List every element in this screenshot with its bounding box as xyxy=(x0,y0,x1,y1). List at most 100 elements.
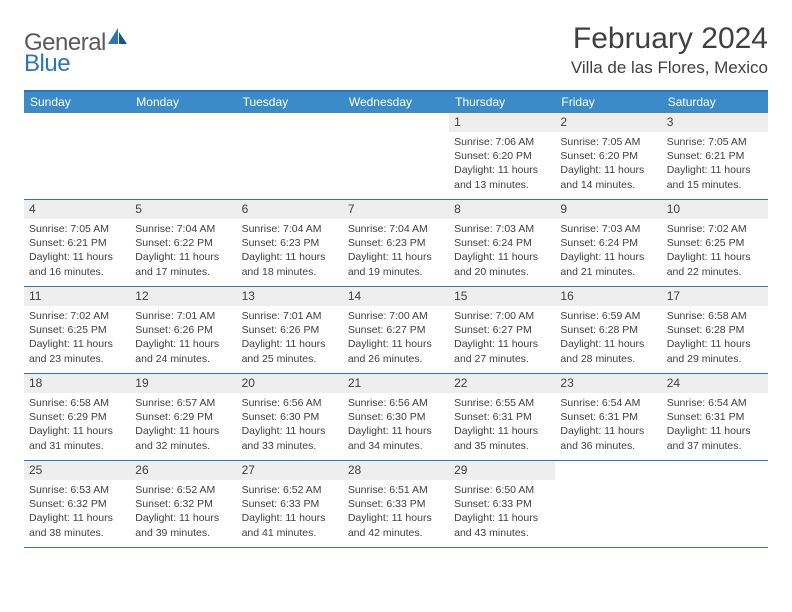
day-cell: 16Sunrise: 6:59 AMSunset: 6:28 PMDayligh… xyxy=(555,287,661,373)
day-info: Sunrise: 6:58 AMSunset: 6:29 PMDaylight:… xyxy=(24,393,130,457)
day-number: 20 xyxy=(237,374,343,393)
sunset-line: Sunset: 6:33 PM xyxy=(242,497,338,511)
sunrise-line: Sunrise: 6:58 AM xyxy=(667,309,763,323)
day-number: 26 xyxy=(130,461,236,480)
dow-friday: Friday xyxy=(555,92,661,113)
logo-blue-line: Blue xyxy=(24,50,70,78)
day-cell: 26Sunrise: 6:52 AMSunset: 6:32 PMDayligh… xyxy=(130,461,236,547)
sunset-line: Sunset: 6:30 PM xyxy=(348,410,444,424)
sunset-line: Sunset: 6:32 PM xyxy=(135,497,231,511)
day-number: 3 xyxy=(662,113,768,132)
dow-monday: Monday xyxy=(130,92,236,113)
sunset-line: Sunset: 6:29 PM xyxy=(29,410,125,424)
week-row: 1Sunrise: 7:06 AMSunset: 6:20 PMDaylight… xyxy=(24,113,768,200)
daylight-line: Daylight: 11 hours and 25 minutes. xyxy=(242,337,338,365)
day-cell: 29Sunrise: 6:50 AMSunset: 6:33 PMDayligh… xyxy=(449,461,555,547)
sunset-line: Sunset: 6:32 PM xyxy=(29,497,125,511)
day-cell: 20Sunrise: 6:56 AMSunset: 6:30 PMDayligh… xyxy=(237,374,343,460)
day-info: Sunrise: 7:06 AMSunset: 6:20 PMDaylight:… xyxy=(449,132,555,196)
daylight-line: Daylight: 11 hours and 32 minutes. xyxy=(135,424,231,452)
page-title: February 2024 xyxy=(571,22,768,56)
day-number: 16 xyxy=(555,287,661,306)
day-cell: 28Sunrise: 6:51 AMSunset: 6:33 PMDayligh… xyxy=(343,461,449,547)
sunset-line: Sunset: 6:20 PM xyxy=(560,149,656,163)
daylight-line: Daylight: 11 hours and 13 minutes. xyxy=(454,163,550,191)
daylight-line: Daylight: 11 hours and 35 minutes. xyxy=(454,424,550,452)
sunrise-line: Sunrise: 6:54 AM xyxy=(667,396,763,410)
day-cell: 11Sunrise: 7:02 AMSunset: 6:25 PMDayligh… xyxy=(24,287,130,373)
day-info: Sunrise: 7:00 AMSunset: 6:27 PMDaylight:… xyxy=(449,306,555,370)
sunrise-line: Sunrise: 6:51 AM xyxy=(348,483,444,497)
day-number-empty xyxy=(555,461,661,480)
day-cell: 6Sunrise: 7:04 AMSunset: 6:23 PMDaylight… xyxy=(237,200,343,286)
day-number: 24 xyxy=(662,374,768,393)
sunrise-line: Sunrise: 7:00 AM xyxy=(348,309,444,323)
sunrise-line: Sunrise: 6:56 AM xyxy=(242,396,338,410)
daylight-line: Daylight: 11 hours and 15 minutes. xyxy=(667,163,763,191)
daylight-line: Daylight: 11 hours and 41 minutes. xyxy=(242,511,338,539)
calendar-grid: Sunday Monday Tuesday Wednesday Thursday… xyxy=(24,90,768,548)
daylight-line: Daylight: 11 hours and 26 minutes. xyxy=(348,337,444,365)
sunrise-line: Sunrise: 7:02 AM xyxy=(29,309,125,323)
day-info: Sunrise: 7:00 AMSunset: 6:27 PMDaylight:… xyxy=(343,306,449,370)
sunrise-line: Sunrise: 6:58 AM xyxy=(29,396,125,410)
day-info: Sunrise: 7:04 AMSunset: 6:22 PMDaylight:… xyxy=(130,219,236,283)
day-number: 29 xyxy=(449,461,555,480)
sunset-line: Sunset: 6:24 PM xyxy=(560,236,656,250)
calendar-page: General February 2024 Villa de las Flore… xyxy=(0,0,792,570)
day-cell: 19Sunrise: 6:57 AMSunset: 6:29 PMDayligh… xyxy=(130,374,236,460)
day-number-empty xyxy=(24,113,130,132)
dow-saturday: Saturday xyxy=(662,92,768,113)
sunrise-line: Sunrise: 7:05 AM xyxy=(560,135,656,149)
day-info: Sunrise: 6:55 AMSunset: 6:31 PMDaylight:… xyxy=(449,393,555,457)
sunset-line: Sunset: 6:31 PM xyxy=(560,410,656,424)
sunrise-line: Sunrise: 7:03 AM xyxy=(454,222,550,236)
daylight-line: Daylight: 11 hours and 21 minutes. xyxy=(560,250,656,278)
day-info: Sunrise: 7:05 AMSunset: 6:21 PMDaylight:… xyxy=(24,219,130,283)
logo-sail-icon xyxy=(108,28,128,49)
day-number: 18 xyxy=(24,374,130,393)
day-info: Sunrise: 7:01 AMSunset: 6:26 PMDaylight:… xyxy=(130,306,236,370)
weeks-container: 1Sunrise: 7:06 AMSunset: 6:20 PMDaylight… xyxy=(24,113,768,548)
day-info: Sunrise: 7:03 AMSunset: 6:24 PMDaylight:… xyxy=(555,219,661,283)
sunset-line: Sunset: 6:33 PM xyxy=(348,497,444,511)
sunrise-line: Sunrise: 7:00 AM xyxy=(454,309,550,323)
day-cell xyxy=(343,113,449,199)
daylight-line: Daylight: 11 hours and 38 minutes. xyxy=(29,511,125,539)
day-number: 13 xyxy=(237,287,343,306)
sunset-line: Sunset: 6:23 PM xyxy=(348,236,444,250)
sunset-line: Sunset: 6:24 PM xyxy=(454,236,550,250)
sunrise-line: Sunrise: 7:03 AM xyxy=(560,222,656,236)
sunset-line: Sunset: 6:20 PM xyxy=(454,149,550,163)
sunset-line: Sunset: 6:27 PM xyxy=(454,323,550,337)
day-cell: 25Sunrise: 6:53 AMSunset: 6:32 PMDayligh… xyxy=(24,461,130,547)
day-number: 11 xyxy=(24,287,130,306)
title-block: February 2024 Villa de las Flores, Mexic… xyxy=(571,22,768,78)
day-cell xyxy=(662,461,768,547)
day-info: Sunrise: 6:56 AMSunset: 6:30 PMDaylight:… xyxy=(237,393,343,457)
day-number-empty xyxy=(343,113,449,132)
day-cell xyxy=(130,113,236,199)
sunset-line: Sunset: 6:25 PM xyxy=(29,323,125,337)
sunrise-line: Sunrise: 6:53 AM xyxy=(29,483,125,497)
day-cell: 14Sunrise: 7:00 AMSunset: 6:27 PMDayligh… xyxy=(343,287,449,373)
sunrise-line: Sunrise: 7:06 AM xyxy=(454,135,550,149)
day-cell: 21Sunrise: 6:56 AMSunset: 6:30 PMDayligh… xyxy=(343,374,449,460)
day-cell: 18Sunrise: 6:58 AMSunset: 6:29 PMDayligh… xyxy=(24,374,130,460)
day-info: Sunrise: 6:57 AMSunset: 6:29 PMDaylight:… xyxy=(130,393,236,457)
daylight-line: Daylight: 11 hours and 42 minutes. xyxy=(348,511,444,539)
day-cell: 2Sunrise: 7:05 AMSunset: 6:20 PMDaylight… xyxy=(555,113,661,199)
sunrise-line: Sunrise: 6:54 AM xyxy=(560,396,656,410)
sunrise-line: Sunrise: 7:04 AM xyxy=(242,222,338,236)
daylight-line: Daylight: 11 hours and 39 minutes. xyxy=(135,511,231,539)
day-number: 2 xyxy=(555,113,661,132)
sunrise-line: Sunrise: 6:52 AM xyxy=(242,483,338,497)
sunset-line: Sunset: 6:27 PM xyxy=(348,323,444,337)
day-info: Sunrise: 6:52 AMSunset: 6:33 PMDaylight:… xyxy=(237,480,343,544)
day-number: 17 xyxy=(662,287,768,306)
day-number: 7 xyxy=(343,200,449,219)
sunrise-line: Sunrise: 7:05 AM xyxy=(29,222,125,236)
day-number: 10 xyxy=(662,200,768,219)
daylight-line: Daylight: 11 hours and 20 minutes. xyxy=(454,250,550,278)
sunset-line: Sunset: 6:21 PM xyxy=(29,236,125,250)
